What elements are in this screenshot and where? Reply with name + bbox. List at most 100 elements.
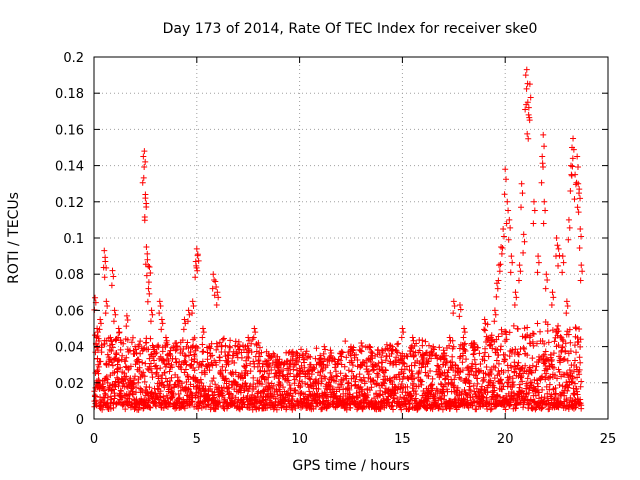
band-point — [184, 339, 191, 346]
y-tick-label: 0.2 — [63, 51, 84, 66]
band-point — [235, 338, 242, 345]
band-point — [231, 359, 238, 366]
band-point — [232, 342, 239, 349]
band-point — [289, 357, 296, 364]
band-point — [338, 381, 345, 388]
band-point — [407, 400, 414, 407]
band-point — [408, 393, 415, 400]
band-point — [129, 334, 136, 341]
band-point — [274, 391, 281, 398]
band-point — [258, 381, 265, 388]
band-point — [196, 400, 203, 407]
band-point — [334, 373, 341, 380]
band-point — [208, 340, 215, 347]
band-point — [345, 380, 352, 387]
band-point — [145, 346, 152, 353]
band-point — [371, 366, 378, 373]
band-point — [153, 369, 160, 376]
band-point — [105, 361, 112, 368]
band-point — [170, 391, 177, 398]
band-point — [157, 393, 164, 400]
band-point — [292, 386, 299, 393]
band-point — [219, 363, 226, 370]
band-point — [297, 384, 304, 391]
band-point — [194, 345, 201, 352]
band-point — [398, 406, 405, 413]
band-point — [153, 349, 160, 356]
band-point — [182, 366, 189, 373]
x-tick-label: 0 — [90, 432, 98, 447]
band-point — [311, 390, 318, 397]
band-point — [118, 388, 125, 395]
y-tick-label: 0.18 — [55, 87, 84, 102]
band-point — [183, 361, 190, 368]
band-point — [317, 372, 324, 379]
band-point — [307, 353, 314, 360]
band-point — [208, 404, 215, 411]
band-point — [354, 363, 361, 370]
band-point — [266, 362, 273, 369]
band-point — [113, 350, 120, 357]
band-point — [219, 336, 226, 343]
band-point — [166, 378, 173, 385]
band-point — [99, 406, 106, 413]
band-point — [135, 406, 142, 413]
band-point — [146, 384, 153, 391]
band-point — [359, 386, 366, 393]
band-point — [98, 349, 105, 356]
band-point — [356, 392, 363, 399]
data-points — [91, 66, 586, 413]
band-point — [185, 385, 192, 392]
band-point — [408, 392, 415, 399]
band-point — [405, 400, 412, 407]
band-point — [126, 395, 133, 402]
band-point — [259, 373, 266, 380]
band-point — [204, 356, 211, 363]
band-point — [129, 391, 136, 398]
band-point — [353, 373, 360, 380]
band-point — [182, 353, 189, 360]
band-point — [127, 363, 134, 370]
y-tick-label: 0.02 — [55, 377, 84, 392]
band-point — [303, 348, 310, 355]
band-point — [147, 365, 154, 372]
band-point — [207, 345, 214, 352]
band-point — [109, 341, 116, 348]
band-point — [122, 376, 129, 383]
band-point — [382, 367, 389, 374]
band-point — [117, 346, 124, 353]
band-point — [136, 358, 143, 365]
band-point — [109, 362, 116, 369]
band-point — [400, 370, 407, 377]
band-point — [260, 397, 267, 404]
band-point — [120, 340, 127, 347]
band-point — [393, 361, 400, 368]
band-point — [367, 344, 374, 351]
band-point — [97, 358, 104, 365]
band-point — [180, 403, 187, 410]
band-point — [200, 348, 207, 355]
band-point — [240, 346, 247, 353]
band-point — [276, 356, 283, 363]
band-point — [404, 353, 411, 360]
band-point — [192, 394, 199, 401]
band-point — [222, 342, 229, 349]
band-point — [165, 357, 172, 364]
band-point — [277, 380, 284, 387]
band-point — [206, 367, 213, 374]
band-point — [216, 354, 223, 361]
band-point — [123, 354, 130, 361]
band-point — [307, 382, 314, 389]
band-point — [381, 380, 388, 387]
band-point — [221, 376, 228, 383]
y-tick-label: 0.14 — [55, 160, 84, 175]
band-point — [109, 344, 116, 351]
band-point — [118, 356, 125, 363]
band-point — [332, 378, 339, 385]
band-point — [176, 394, 183, 401]
band-point — [291, 380, 298, 387]
band-point — [312, 403, 319, 410]
band-point — [376, 392, 383, 399]
band-point — [331, 364, 338, 371]
band-point — [161, 369, 168, 376]
